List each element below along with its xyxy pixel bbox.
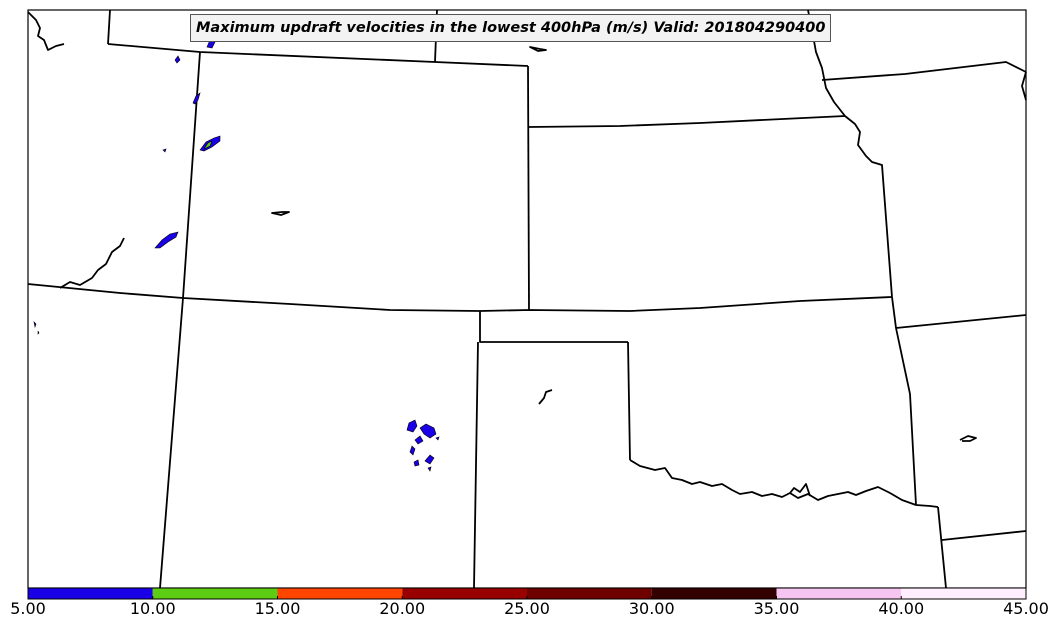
updraft-cell-nm8 <box>435 436 440 441</box>
colorbar-tick-label-7: 40.00 <box>878 599 925 618</box>
colorbar-segment-7 <box>901 588 1026 599</box>
river-red-wiggle <box>789 483 811 497</box>
updraft-cell-nm7 <box>427 466 432 472</box>
new-mexico-east-border <box>473 341 479 589</box>
colorbar-tick-label-6: 35.00 <box>753 599 800 618</box>
updraft-cell-ut2 <box>33 321 37 329</box>
colorbar-tick-label-0: 5.00 <box>10 599 46 618</box>
state-boundaries <box>27 9 1027 589</box>
updraft-cell-ut3 <box>37 330 40 335</box>
colorbar-segment-1 <box>152 588 278 599</box>
updraft-cell-nm4 <box>409 445 416 456</box>
colorbar-segment-3 <box>402 588 527 599</box>
colorbar-segment-5 <box>651 588 777 599</box>
nebraska-iowa-border <box>527 115 846 128</box>
colorbar-ticks <box>27 596 1027 599</box>
updraft-contours <box>33 31 440 472</box>
great-salt-lake-shore <box>59 237 125 289</box>
colorbar-segment-6 <box>776 588 902 599</box>
updraft-cell-id2 <box>174 55 181 64</box>
updraft-cell-id4-core <box>203 140 213 150</box>
colorbar <box>28 588 1026 599</box>
colorbar-tick-label-3: 20.00 <box>379 599 426 618</box>
oklahoma-west-border <box>627 341 631 461</box>
colorbar-tick-label-2: 15.00 <box>254 599 301 618</box>
updraft-cell-id5 <box>162 148 167 153</box>
updraft-cell-id3 <box>192 92 201 105</box>
updraft-cell-ut1 <box>154 231 179 249</box>
colorbar-segment-0 <box>28 588 153 599</box>
updraft-cell-nm5 <box>424 454 435 465</box>
missouri-river <box>844 115 893 298</box>
lake-tx <box>538 389 553 405</box>
lake-nw <box>27 11 65 51</box>
kansas-north-line <box>479 296 893 312</box>
colorbar-tick-label-4: 25.00 <box>504 599 550 618</box>
map-title: Maximum updraft velocities in the lowest… <box>190 14 832 42</box>
nebraska-east-border <box>527 65 530 311</box>
red-river <box>629 459 939 508</box>
colorbar-tick-label-8: 45.00 <box>1003 599 1049 618</box>
river-ne-right <box>1021 71 1027 101</box>
lake-ok <box>959 435 977 442</box>
arkansas-south-border <box>937 506 947 589</box>
colorbar-segment-4 <box>527 588 652 599</box>
updraft-cell-nm1 <box>406 419 418 433</box>
map-frame <box>27 9 1027 589</box>
iowa-north-line <box>821 61 1027 81</box>
reservoir-wy <box>271 211 290 216</box>
colorbar-tick-label-5: 30.00 <box>628 599 675 618</box>
updraft-cell-nm6 <box>413 459 420 467</box>
colorbar-tick-label-1: 10.00 <box>129 599 176 618</box>
updraft-cell-nm3 <box>414 435 424 445</box>
colorbar-segment-2 <box>277 588 403 599</box>
wyoming-north-border <box>107 43 529 67</box>
arkansas-north-line <box>941 530 1027 541</box>
colorado-north-line <box>27 283 481 312</box>
updraft-cell-nm2 <box>419 423 437 439</box>
lake-sd <box>529 46 547 52</box>
oklahoma-east-border <box>891 296 917 506</box>
colorado-east-notch <box>479 311 628 343</box>
missouri-south-line <box>895 314 1027 329</box>
idaho-montana-line <box>107 9 111 45</box>
